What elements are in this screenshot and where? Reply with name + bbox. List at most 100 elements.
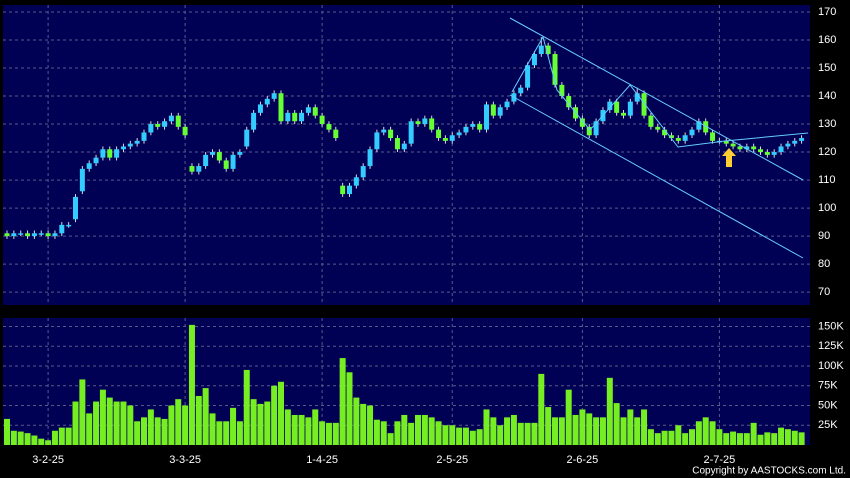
candle-body bbox=[244, 129, 250, 147]
candle-body bbox=[216, 152, 222, 161]
candle-body bbox=[271, 93, 277, 99]
volume-bar bbox=[65, 427, 72, 445]
volume-bar bbox=[695, 421, 702, 445]
candle-body bbox=[408, 121, 414, 144]
candle-body bbox=[751, 146, 757, 150]
volume-bar bbox=[579, 409, 586, 445]
volume-bar bbox=[188, 324, 195, 445]
volume-bar bbox=[195, 396, 202, 445]
candle-body bbox=[278, 93, 284, 122]
candle-body bbox=[230, 154, 236, 169]
candle-body bbox=[689, 129, 695, 136]
x-tick-label: 2-7-25 bbox=[704, 454, 736, 466]
volume-bar bbox=[353, 397, 360, 445]
x-tick-label: 3-2-25 bbox=[32, 454, 64, 466]
candle-body bbox=[634, 93, 640, 102]
candle-body bbox=[696, 121, 702, 130]
candle-body bbox=[114, 149, 120, 158]
volume-bar bbox=[216, 421, 223, 445]
volume-bar bbox=[791, 430, 798, 445]
y-tick-label: 125K bbox=[818, 340, 844, 352]
price-panel bbox=[3, 5, 810, 305]
volume-bar bbox=[86, 413, 93, 445]
candle-body bbox=[799, 138, 805, 141]
candle-body bbox=[299, 112, 305, 122]
candle-body bbox=[52, 233, 58, 237]
volume-bar bbox=[250, 399, 257, 445]
volume-bar bbox=[24, 433, 31, 445]
candle-body bbox=[552, 54, 558, 85]
volume-bar bbox=[750, 422, 757, 445]
volume-bar bbox=[716, 429, 723, 445]
candle-body bbox=[189, 166, 195, 172]
volume-bar bbox=[531, 422, 538, 445]
candle-body bbox=[162, 121, 168, 127]
volume-bar bbox=[380, 421, 387, 445]
y-tick-label: 100 bbox=[818, 202, 836, 214]
volume-bar bbox=[168, 405, 175, 445]
candle-body bbox=[381, 129, 387, 133]
volume-bar bbox=[278, 381, 284, 445]
volume-bar bbox=[730, 431, 737, 445]
candle-body bbox=[641, 93, 647, 116]
volume-bar bbox=[435, 421, 442, 445]
volume-bar bbox=[99, 389, 106, 445]
volume-bar bbox=[469, 430, 476, 445]
volume-bar bbox=[421, 414, 428, 445]
volume-bar bbox=[230, 407, 237, 445]
candle-body bbox=[621, 112, 626, 116]
volume-bar bbox=[4, 418, 10, 445]
volume-bar bbox=[134, 421, 141, 445]
candle-body bbox=[764, 152, 770, 155]
candle-body bbox=[360, 166, 366, 178]
candle-body bbox=[203, 154, 209, 167]
candle-body bbox=[545, 45, 551, 55]
candle-body bbox=[141, 132, 147, 141]
candle-body bbox=[518, 87, 524, 94]
candle-body bbox=[319, 115, 325, 125]
candle-body bbox=[771, 152, 777, 155]
volume-bar bbox=[517, 422, 524, 445]
candle-body bbox=[449, 135, 455, 141]
candle-body bbox=[11, 233, 17, 237]
volume-bar bbox=[339, 358, 346, 445]
volume-bar bbox=[654, 433, 661, 445]
candle-body bbox=[436, 129, 442, 139]
y-tick-label: 170 bbox=[818, 6, 836, 18]
candle-body bbox=[312, 107, 318, 116]
volume-bar bbox=[106, 397, 113, 445]
arrow bbox=[722, 148, 736, 167]
volume-bar bbox=[243, 369, 250, 445]
volume-bar bbox=[757, 434, 764, 445]
candle-body bbox=[579, 118, 585, 127]
candle-body bbox=[490, 104, 496, 116]
volume-bar bbox=[236, 421, 243, 445]
candle-body bbox=[93, 157, 99, 164]
x-tick-label: 2-5-25 bbox=[436, 454, 468, 466]
volume-bar bbox=[394, 421, 401, 445]
volume-bar bbox=[408, 422, 415, 445]
candle-body bbox=[223, 160, 229, 169]
candle-body bbox=[285, 112, 291, 122]
candle-body bbox=[422, 118, 428, 125]
candle-body bbox=[744, 146, 750, 150]
candle-body bbox=[196, 166, 202, 172]
candle-body bbox=[340, 185, 346, 195]
candle-body bbox=[38, 233, 44, 235]
volume-bar bbox=[743, 433, 750, 445]
volume-bar bbox=[723, 433, 730, 445]
volume-bar bbox=[284, 409, 291, 445]
trend-line bbox=[511, 35, 809, 148]
volume-bar bbox=[312, 409, 319, 445]
volume-bar bbox=[209, 413, 216, 445]
volume-bar bbox=[476, 429, 483, 445]
candle-body bbox=[593, 121, 599, 136]
volume-bar bbox=[572, 414, 579, 445]
volume-bar bbox=[127, 405, 134, 445]
volume-bar bbox=[599, 417, 606, 445]
candle-body bbox=[86, 163, 92, 169]
volume-bar bbox=[202, 388, 209, 445]
volume-bar bbox=[415, 414, 421, 445]
volume-bar bbox=[325, 422, 332, 445]
